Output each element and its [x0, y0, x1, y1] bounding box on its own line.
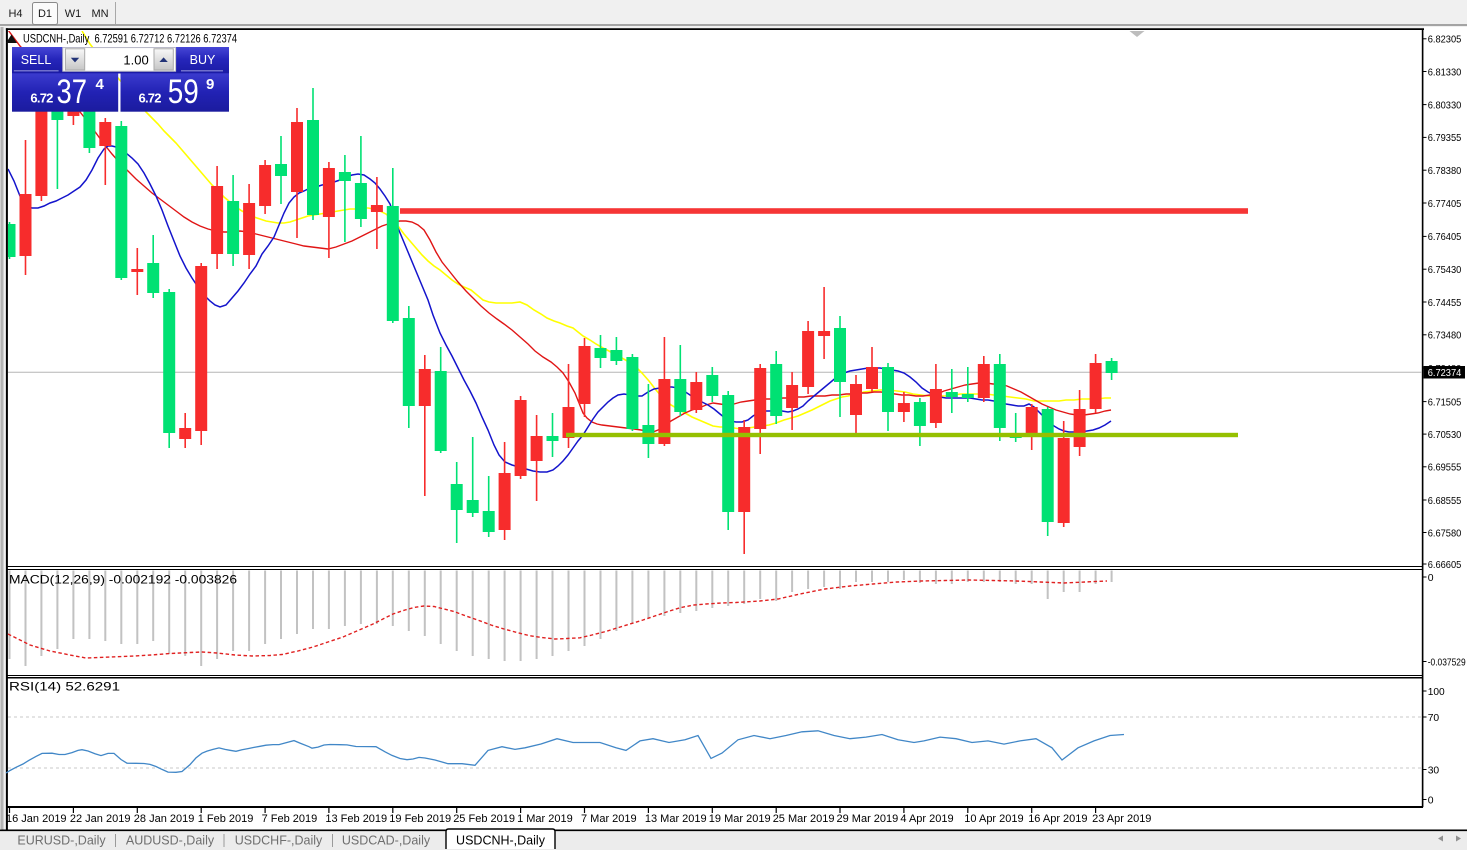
svg-text:6.76405: 6.76405	[1428, 231, 1462, 243]
svg-text:W1: W1	[65, 8, 82, 20]
svg-text:13 Mar 2019: 13 Mar 2019	[645, 813, 707, 825]
svg-text:BUY: BUY	[190, 53, 216, 67]
svg-text:USDCNH-,Daily: USDCNH-,Daily	[456, 834, 546, 848]
svg-text:25 Mar 2019: 25 Mar 2019	[773, 813, 835, 825]
svg-text:USDCAD-,Daily: USDCAD-,Daily	[342, 834, 431, 848]
svg-text:6.66605: 6.66605	[1428, 559, 1462, 571]
svg-text:6.73480: 6.73480	[1428, 330, 1462, 342]
svg-text:4 Apr 2019: 4 Apr 2019	[900, 813, 953, 825]
svg-text:4: 4	[96, 76, 105, 93]
svg-text:28 Jan 2019: 28 Jan 2019	[134, 813, 195, 825]
svg-text:0: 0	[1428, 794, 1434, 806]
svg-text:USDCNH-,Daily 6.72591 6.72712: USDCNH-,Daily 6.72591 6.72712 6.72126 6.…	[23, 32, 237, 46]
svg-text:6.72: 6.72	[139, 91, 162, 106]
svg-text:USDCHF-,Daily: USDCHF-,Daily	[235, 834, 323, 848]
svg-text:MACD(12,26,9) -0.002192 -0.003: MACD(12,26,9) -0.002192 -0.003826	[9, 573, 237, 587]
svg-text:6.77405: 6.77405	[1428, 198, 1462, 210]
svg-text:100: 100	[1428, 686, 1445, 698]
svg-text:6.69555: 6.69555	[1428, 462, 1462, 474]
svg-text:19 Feb 2019: 19 Feb 2019	[389, 813, 451, 825]
svg-text:6.67580: 6.67580	[1428, 527, 1462, 539]
svg-text:25 Feb 2019: 25 Feb 2019	[453, 813, 515, 825]
svg-text:-0.037529: -0.037529	[1428, 656, 1466, 668]
svg-text:70: 70	[1428, 712, 1440, 724]
svg-text:6.72: 6.72	[30, 91, 53, 106]
svg-text:AUDUSD-,Daily: AUDUSD-,Daily	[126, 834, 215, 848]
svg-text:29 Mar 2019: 29 Mar 2019	[837, 813, 899, 825]
svg-text:10 Apr 2019: 10 Apr 2019	[964, 813, 1023, 825]
svg-text:EURUSD-,Daily: EURUSD-,Daily	[17, 834, 106, 848]
svg-text:1 Feb 2019: 1 Feb 2019	[198, 813, 254, 825]
svg-text:6.80330: 6.80330	[1428, 99, 1462, 111]
svg-text:H4: H4	[8, 8, 22, 20]
svg-text:16 Jan 2019: 16 Jan 2019	[6, 813, 67, 825]
svg-text:6.79355: 6.79355	[1428, 132, 1462, 144]
svg-text:1 Mar 2019: 1 Mar 2019	[517, 813, 573, 825]
svg-text:19 Mar 2019: 19 Mar 2019	[709, 813, 771, 825]
svg-text:22 Jan 2019: 22 Jan 2019	[70, 813, 131, 825]
svg-text:6.72374: 6.72374	[1428, 367, 1462, 379]
svg-text:6.70530: 6.70530	[1428, 429, 1462, 441]
svg-text:1.00: 1.00	[123, 52, 148, 67]
svg-text:13 Feb 2019: 13 Feb 2019	[325, 813, 387, 825]
svg-text:6.74455: 6.74455	[1428, 297, 1462, 309]
svg-text:6.78380: 6.78380	[1428, 165, 1462, 177]
svg-text:MN: MN	[91, 8, 108, 20]
svg-text:59: 59	[168, 73, 199, 111]
svg-text:23 Apr 2019: 23 Apr 2019	[1092, 813, 1151, 825]
svg-text:9: 9	[206, 76, 214, 93]
svg-text:RSI(14) 52.6291: RSI(14) 52.6291	[9, 680, 120, 694]
svg-text:6.71505: 6.71505	[1428, 396, 1462, 408]
svg-text:0: 0	[1428, 572, 1434, 584]
svg-text:7 Feb 2019: 7 Feb 2019	[262, 813, 318, 825]
svg-text:6.81330: 6.81330	[1428, 66, 1462, 78]
svg-text:6.75430: 6.75430	[1428, 264, 1462, 276]
svg-text:16 Apr 2019: 16 Apr 2019	[1028, 813, 1087, 825]
svg-text:6.82305: 6.82305	[1428, 34, 1462, 46]
svg-text:6.68555: 6.68555	[1428, 495, 1462, 507]
svg-text:7 Mar 2019: 7 Mar 2019	[581, 813, 637, 825]
svg-text:SELL: SELL	[21, 53, 52, 67]
svg-text:37: 37	[57, 73, 88, 111]
svg-text:30: 30	[1428, 764, 1440, 776]
svg-text:D1: D1	[38, 8, 52, 20]
